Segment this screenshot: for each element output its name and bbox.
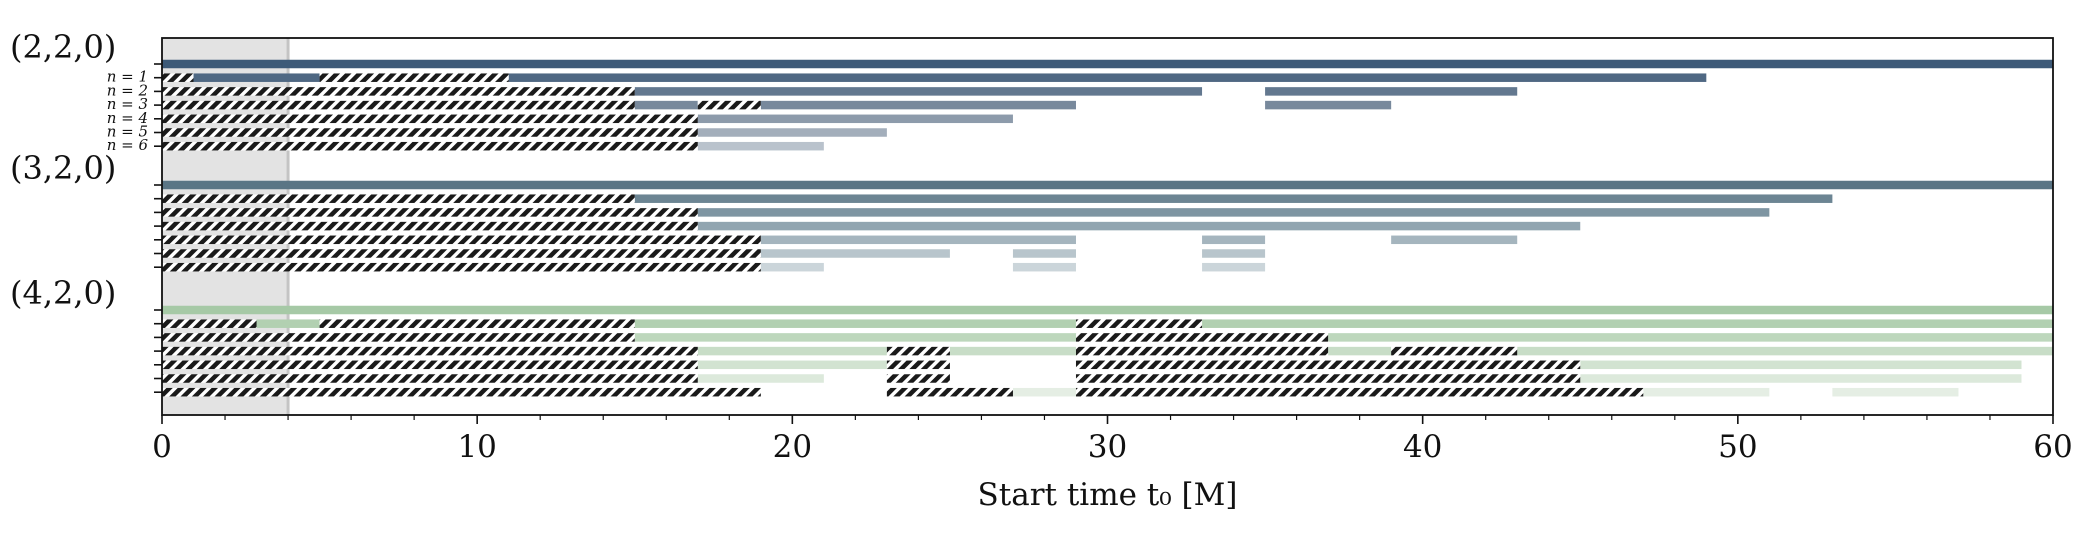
hatched-interval bbox=[1391, 346, 1518, 356]
interval-bar bbox=[1643, 387, 1770, 397]
hatched-interval bbox=[162, 249, 761, 258]
hatched-interval bbox=[162, 346, 698, 356]
interval-bar bbox=[1012, 249, 1076, 258]
row-label: n = 5 bbox=[107, 123, 148, 141]
hatched-interval bbox=[886, 346, 950, 356]
interval-bar bbox=[1202, 249, 1266, 258]
plot-frame bbox=[154, 37, 2054, 424]
group-label: (2,2,0) bbox=[10, 28, 116, 66]
interval-bar bbox=[1517, 346, 2053, 356]
interval-bar bbox=[256, 319, 320, 328]
interval-bar bbox=[1328, 333, 2053, 342]
hatched-interval bbox=[162, 208, 698, 217]
hatched-interval bbox=[162, 128, 698, 137]
hatched-interval bbox=[162, 87, 635, 96]
hatched-interval bbox=[162, 73, 194, 82]
interval-bar bbox=[634, 194, 1833, 203]
interval-bar bbox=[949, 346, 1076, 356]
hatched-interval bbox=[886, 360, 950, 370]
interval-bar bbox=[697, 360, 887, 370]
hatched-interval bbox=[162, 319, 257, 328]
interval-bar bbox=[1580, 360, 2022, 370]
interval-bars bbox=[162, 59, 2053, 397]
interval-bar bbox=[697, 114, 1013, 124]
interval-bar bbox=[193, 73, 320, 82]
hatched-interval bbox=[162, 387, 761, 397]
x-tick-label: 30 bbox=[1088, 429, 1127, 465]
interval-bar bbox=[1202, 235, 1266, 245]
interval-bar bbox=[697, 128, 887, 137]
interval-bar bbox=[1202, 262, 1266, 272]
hatched-interval bbox=[162, 221, 698, 231]
interval-bar bbox=[697, 374, 824, 383]
interval-bar bbox=[1328, 346, 1392, 356]
row-label: n = 3 bbox=[107, 95, 148, 113]
hatched-interval bbox=[162, 374, 698, 383]
hatched-interval bbox=[162, 194, 635, 203]
interval-bar bbox=[760, 262, 824, 272]
hatched-interval bbox=[319, 319, 635, 328]
interval-bar bbox=[162, 305, 2053, 315]
interval-bar bbox=[1265, 87, 1518, 96]
x-tick-label: 10 bbox=[457, 429, 496, 465]
x-tick-label: 60 bbox=[2033, 429, 2072, 465]
interval-bar bbox=[1012, 387, 1076, 397]
interval-bar bbox=[634, 87, 1203, 96]
hatched-interval bbox=[1075, 333, 1329, 342]
x-axis-title: Start time t₀ [M] bbox=[978, 477, 1238, 513]
hatched-interval bbox=[697, 100, 761, 110]
interval-bar bbox=[697, 208, 1770, 217]
hatched-interval bbox=[1075, 346, 1329, 356]
interval-bar bbox=[508, 73, 1707, 82]
interval-bar bbox=[162, 59, 2053, 69]
interval-bar bbox=[760, 100, 1076, 110]
group-label: (3,2,0) bbox=[10, 149, 116, 187]
interval-bar bbox=[697, 141, 824, 151]
interval-bar bbox=[1012, 262, 1076, 272]
hatched-interval bbox=[162, 333, 635, 342]
x-tick-label: 0 bbox=[152, 429, 172, 465]
hatched-interval bbox=[886, 374, 950, 383]
group-label: (4,2,0) bbox=[10, 274, 116, 312]
interval-bar bbox=[760, 235, 1076, 245]
hatched-interval bbox=[162, 141, 698, 151]
x-tick-label: 20 bbox=[773, 429, 812, 465]
interval-bar bbox=[697, 346, 887, 356]
interval-bar bbox=[634, 319, 1076, 328]
hatched-interval bbox=[1075, 360, 1581, 370]
hatched-interval bbox=[162, 235, 761, 245]
hatched-interval bbox=[1075, 319, 1203, 328]
interval-bar bbox=[162, 180, 2053, 190]
hatched-interval bbox=[319, 73, 509, 82]
hatched-interval bbox=[1075, 387, 1644, 397]
row-label: n = 6 bbox=[107, 136, 149, 154]
x-tick-label: 40 bbox=[1403, 429, 1442, 465]
x-tick-label: 50 bbox=[1718, 429, 1757, 465]
hatched-interval bbox=[162, 100, 635, 110]
hatched-interval bbox=[1075, 374, 1581, 383]
hatched-interval bbox=[162, 262, 761, 272]
interval-bar bbox=[697, 221, 1581, 231]
interval-bar bbox=[634, 100, 698, 110]
row-label: n = 4 bbox=[107, 109, 148, 127]
row-label: n = 2 bbox=[107, 81, 148, 99]
hatched-interval bbox=[886, 387, 1013, 397]
interval-bar bbox=[634, 333, 1076, 342]
interval-bar bbox=[1265, 100, 1392, 110]
interval-bar bbox=[760, 249, 950, 258]
interval-bar bbox=[1391, 235, 1518, 245]
hatched-interval bbox=[162, 114, 698, 124]
interval-bar bbox=[1202, 319, 2053, 328]
row-label: n = 1 bbox=[107, 68, 148, 86]
hatched-interval bbox=[162, 360, 698, 370]
interval-bar bbox=[1580, 374, 2022, 383]
axis-labels: (2,2,0) n = 1n = 2n = 3n = 4n = 5n = 6(3,… bbox=[10, 28, 2073, 465]
interval-bar bbox=[1832, 387, 1959, 397]
